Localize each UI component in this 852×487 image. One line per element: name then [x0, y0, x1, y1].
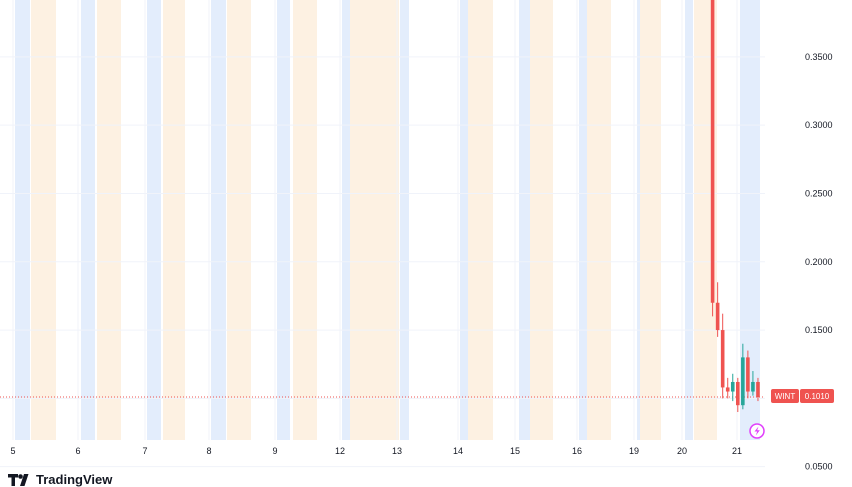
date-tick-label: 9: [272, 446, 277, 456]
date-tick-label: 21: [732, 446, 742, 456]
price-tick-label: 0.1500: [805, 325, 833, 335]
candle: [751, 371, 755, 396]
date-tick-label: 16: [572, 446, 582, 456]
price-tick-label: 0.0500: [805, 462, 833, 472]
candle: [710, 0, 715, 317]
tradingview-logo-text: TradingView: [36, 472, 113, 487]
after-hours-band: [293, 0, 317, 440]
date-tick-label: 19: [629, 446, 639, 456]
ticker-badge-bg: [771, 389, 799, 403]
price-badge-bg: [800, 389, 834, 403]
pre-market-band: [81, 0, 95, 440]
price-tick-label: 0.2000: [805, 257, 833, 267]
candle-body: [725, 387, 730, 392]
date-tick-label: 6: [75, 446, 80, 456]
candle: [746, 350, 750, 399]
date-tick-label: 13: [392, 446, 402, 456]
flash-icon[interactable]: [749, 423, 765, 439]
date-tick-label: 20: [677, 446, 687, 456]
candle: [720, 313, 725, 399]
pre-market-band: [277, 0, 290, 440]
price-tick-label: 0.3000: [805, 120, 833, 130]
session-shading: [15, 0, 760, 440]
after-hours-band: [468, 0, 493, 440]
pre-market-band: [211, 0, 226, 440]
candle: [725, 377, 730, 399]
gridlines: [0, 0, 765, 468]
tradingview-logo[interactable]: TradingView: [8, 473, 112, 487]
candle-body: [751, 381, 755, 392]
after-hours-band: [97, 0, 121, 440]
date-tick-label: 5: [10, 446, 15, 456]
candle-body: [720, 330, 725, 388]
time-axis[interactable]: 5 6 7 8 9 12 13 14 15 16 19 20 21: [10, 446, 742, 456]
pre-market-band: [637, 0, 641, 440]
pre-market-band: [147, 0, 161, 440]
after-hours-band: [163, 0, 185, 440]
candle-body: [736, 381, 740, 406]
price-tick-label: 0.2500: [805, 188, 833, 198]
price-badge-label: 0.1010: [805, 392, 830, 401]
price-tick-label: 0.3500: [805, 52, 833, 62]
after-hours-band: [587, 0, 611, 440]
candle-body: [710, 0, 715, 303]
candle: [741, 343, 745, 410]
date-tick-label: 8: [206, 446, 211, 456]
candle-body: [741, 357, 745, 406]
ticker-badge-label: WINT: [775, 392, 796, 401]
pre-market-band: [519, 0, 530, 440]
date-tick-label: 12: [335, 446, 345, 456]
after-hours-band: [375, 0, 399, 440]
candle: [730, 373, 735, 402]
tradingview-logo-icon: [8, 474, 29, 486]
pre-market-band: [460, 0, 468, 440]
after-hours-band: [350, 0, 375, 440]
candle-body: [746, 357, 750, 392]
pre-market-band: [685, 0, 693, 440]
candle: [715, 282, 720, 337]
last-price-badge: WINT 0.1010: [771, 389, 834, 403]
pre-market-band: [342, 0, 351, 440]
pre-market-band: [15, 0, 30, 440]
date-tick-label: 7: [142, 446, 147, 456]
candles: [710, 0, 760, 413]
candle: [756, 377, 760, 402]
candle-body: [715, 302, 720, 331]
after-hours-band: [640, 0, 661, 440]
after-hours-band: [227, 0, 251, 440]
date-tick-label: 14: [453, 446, 463, 456]
pre-market-band: [400, 0, 409, 440]
candle-body: [756, 381, 760, 397]
candle-body: [730, 381, 735, 392]
date-tick-label: 15: [510, 446, 520, 456]
after-hours-band: [31, 0, 56, 440]
candle: [736, 377, 740, 413]
pre-market-band: [579, 0, 587, 440]
after-hours-band: [530, 0, 553, 440]
